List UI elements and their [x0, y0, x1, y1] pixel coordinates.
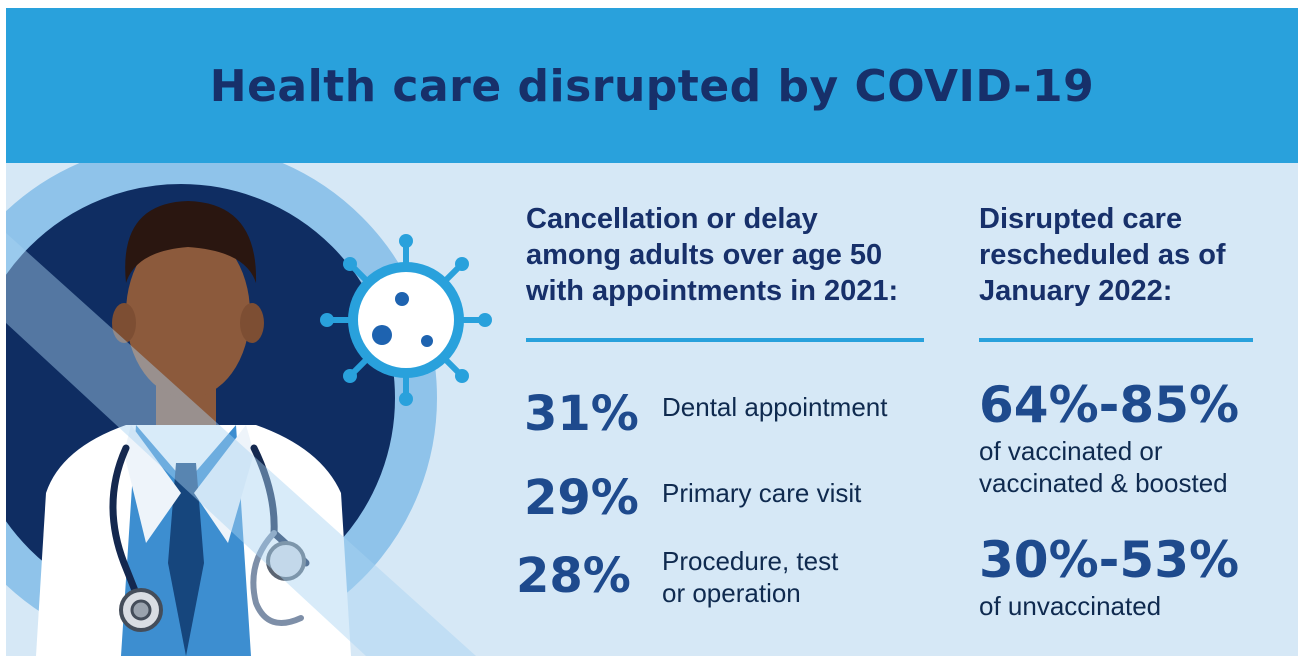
diagonal-band — [6, 233, 476, 656]
stat-label: Procedure, test or operation — [662, 546, 839, 608]
left-heading-line: Cancellation or delay — [526, 203, 818, 235]
coronavirus-icon — [320, 234, 492, 406]
right-divider — [979, 338, 1253, 342]
stat-value: 29% — [524, 470, 639, 526]
stat-label: Primary care visit — [662, 478, 862, 508]
stat-label: Dental appointment — [662, 392, 888, 422]
stat-range-label: of vaccinated or vaccinated & boosted — [979, 436, 1228, 498]
stat-range-value: 30%-53% — [979, 531, 1240, 589]
left-column-heading: Cancellation or delay among adults over … — [526, 201, 898, 309]
stethoscope-icon — [109, 444, 310, 632]
stat-range-value: 64%-85% — [979, 376, 1240, 434]
left-divider — [526, 338, 924, 342]
right-heading-line: Disrupted care — [979, 203, 1183, 235]
page-title: Health care disrupted by COVID-19 — [209, 61, 1095, 112]
stat-value: 31% — [524, 386, 639, 442]
right-heading-line: rescheduled as of — [979, 239, 1226, 271]
doctor-illustration — [6, 163, 526, 656]
right-heading-line: January 2022: — [979, 275, 1173, 307]
stat-value: 28% — [516, 548, 631, 604]
infographic: Health care disrupted by COVID-19 — [6, 8, 1298, 656]
header-banner: Health care disrupted by COVID-19 — [6, 8, 1298, 163]
stat-range-label: of unvaccinated — [979, 591, 1162, 621]
left-heading-line: with appointments in 2021: — [526, 275, 899, 307]
left-heading-line: among adults over age 50 — [526, 239, 883, 271]
right-column-heading: Disrupted care rescheduled as of January… — [979, 201, 1226, 309]
